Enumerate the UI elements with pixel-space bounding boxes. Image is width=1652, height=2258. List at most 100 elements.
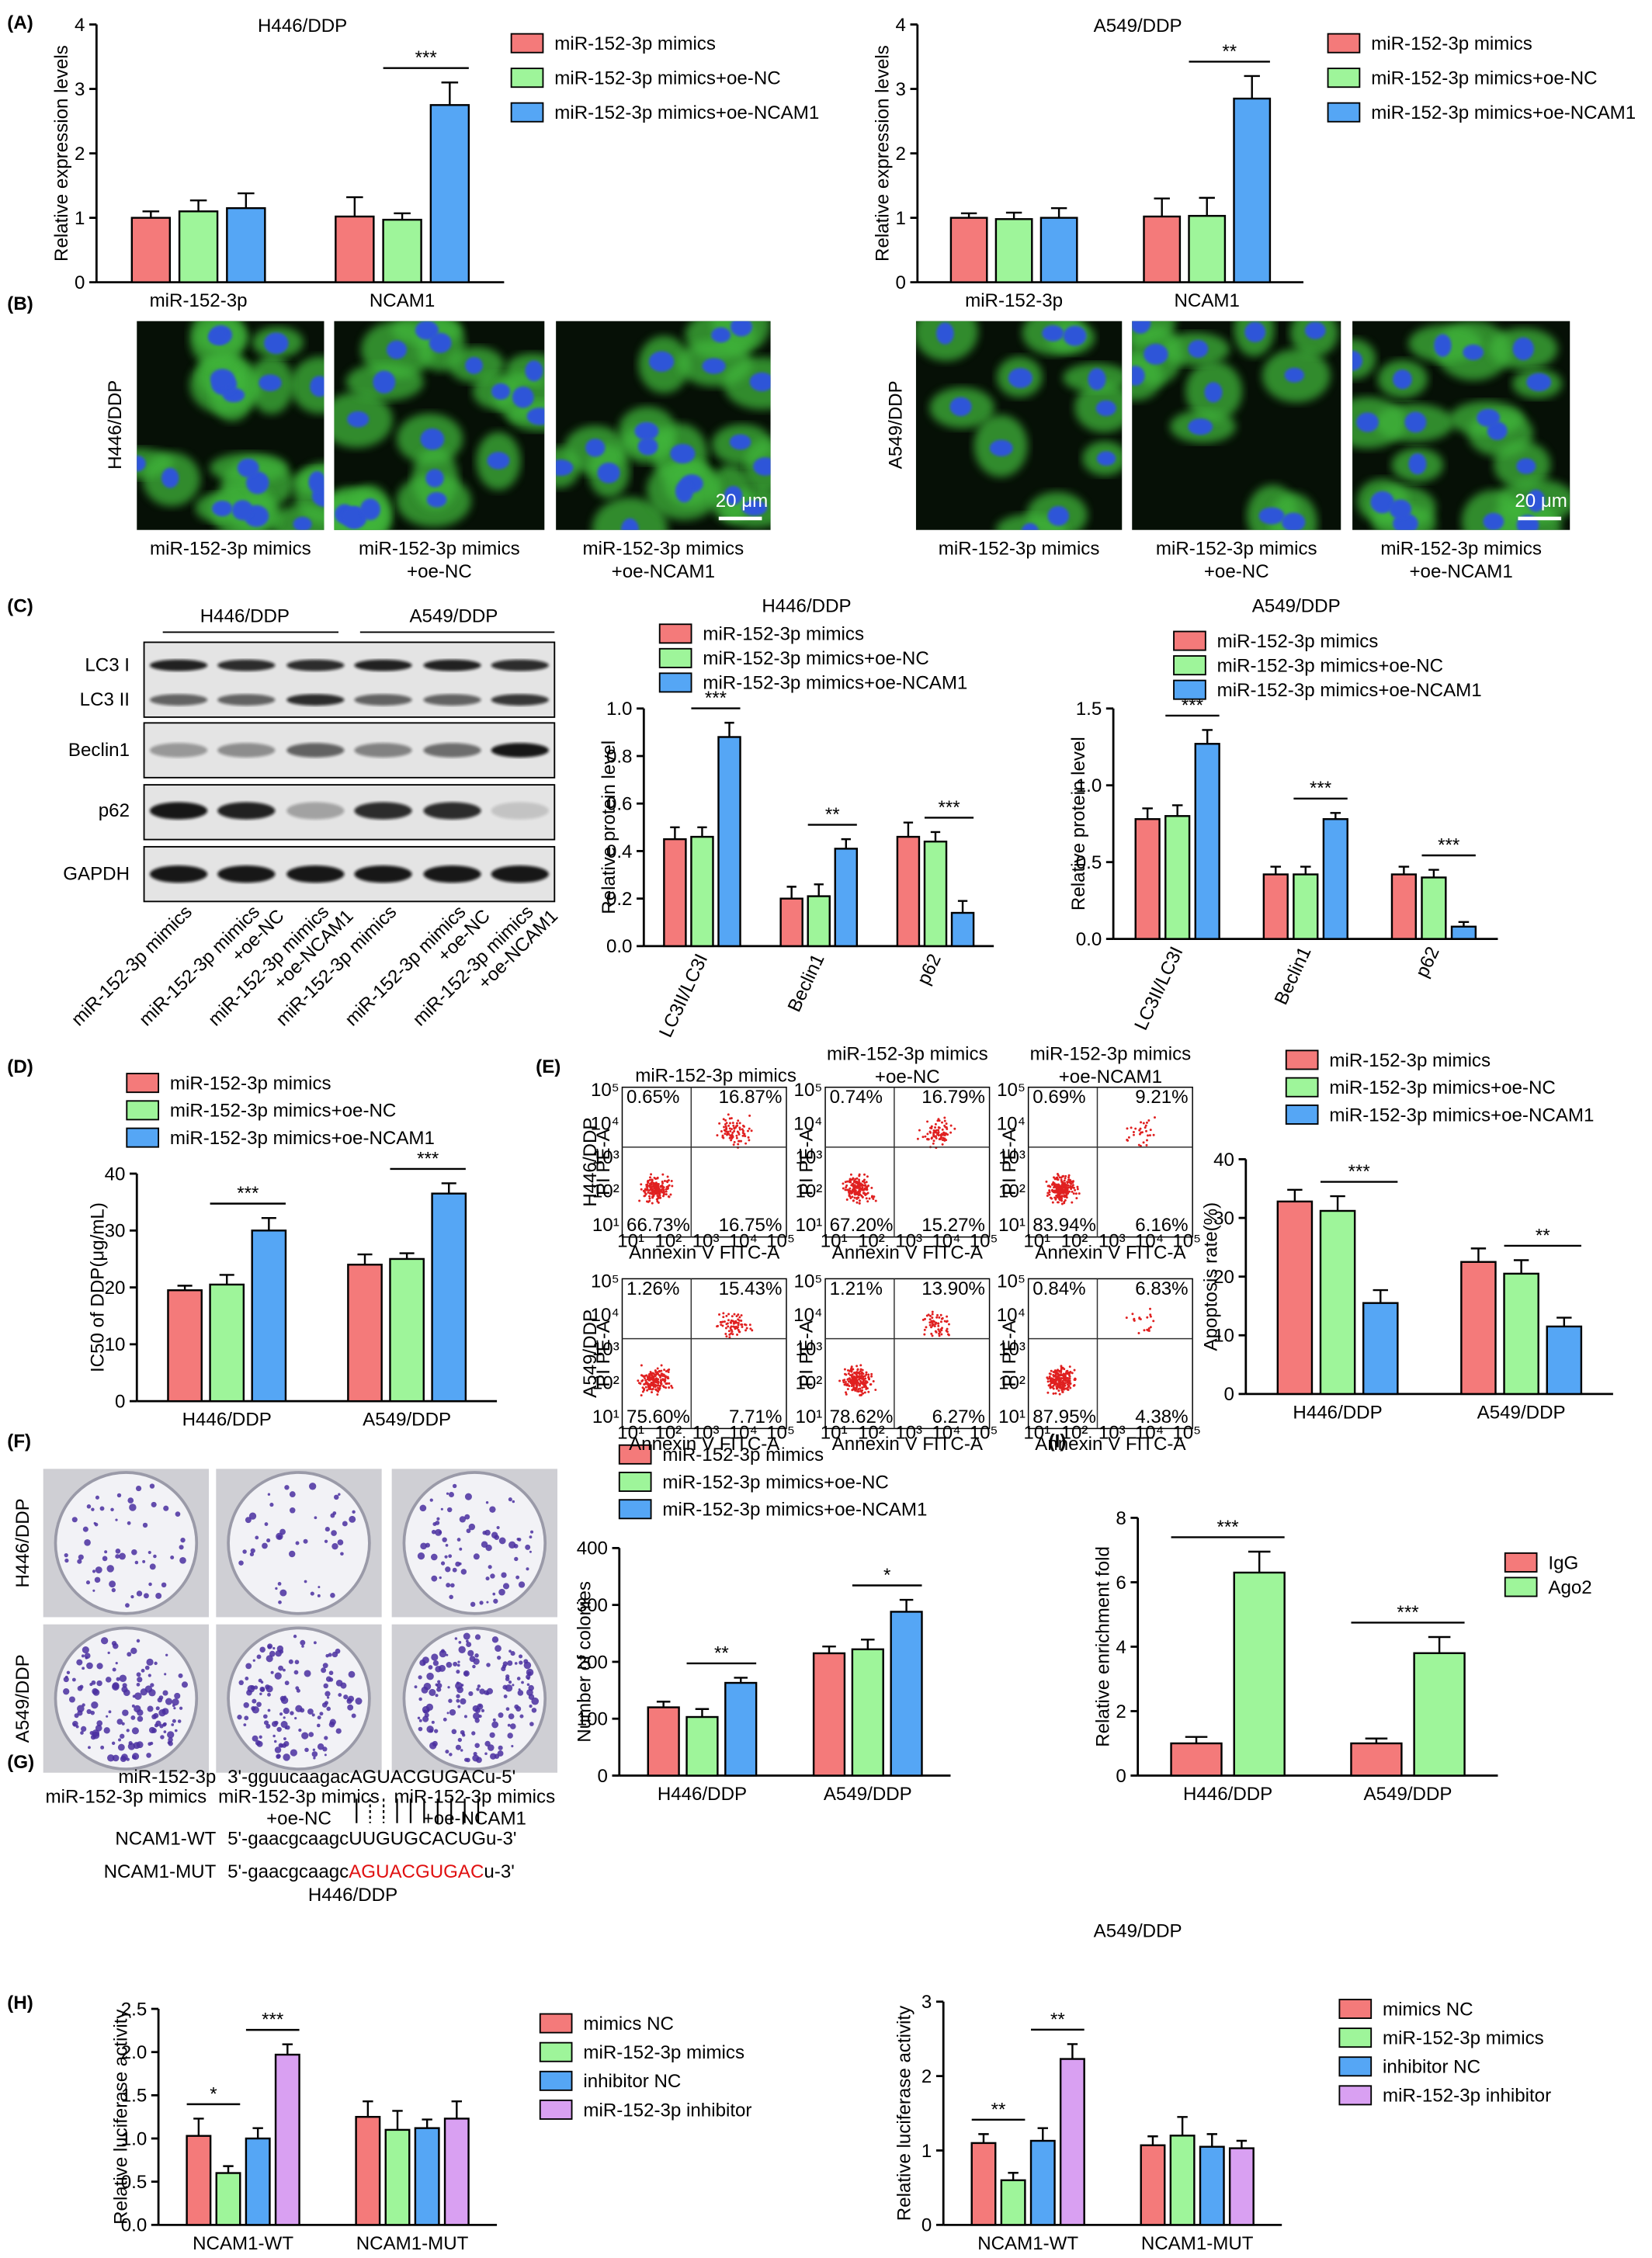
bar bbox=[186, 2135, 212, 2226]
colony bbox=[335, 1728, 342, 1734]
chart-title: H446/DDP bbox=[258, 16, 347, 36]
y-tick-label: 1.5 bbox=[1076, 699, 1102, 720]
event bbox=[862, 1375, 865, 1378]
colony bbox=[278, 1665, 284, 1671]
colony bbox=[418, 1726, 423, 1732]
event bbox=[1071, 1201, 1074, 1204]
event bbox=[748, 1139, 751, 1142]
y-tick-label: 1 bbox=[921, 2141, 932, 2162]
colony bbox=[63, 1688, 70, 1695]
colony bbox=[293, 1634, 297, 1639]
sequence-label: NCAM1-WT bbox=[115, 1829, 216, 1850]
event bbox=[1057, 1195, 1060, 1198]
colony bbox=[446, 1712, 449, 1715]
event bbox=[939, 1328, 942, 1331]
nucleus bbox=[1463, 344, 1484, 360]
plate bbox=[402, 1626, 547, 1771]
event bbox=[644, 1386, 647, 1389]
event bbox=[931, 1310, 934, 1313]
event bbox=[932, 1135, 935, 1138]
event bbox=[850, 1178, 852, 1181]
legend-swatch bbox=[510, 102, 544, 123]
event bbox=[937, 1129, 940, 1132]
event bbox=[1059, 1382, 1062, 1385]
colony bbox=[153, 1712, 159, 1719]
colony bbox=[136, 1672, 141, 1677]
blot-band bbox=[286, 694, 345, 706]
colony bbox=[300, 1639, 306, 1646]
event bbox=[858, 1202, 861, 1205]
colony bbox=[94, 1522, 99, 1527]
colony bbox=[471, 1731, 476, 1736]
event bbox=[1142, 1122, 1145, 1125]
y-tick-label: 0 bbox=[921, 2215, 932, 2236]
colony bbox=[175, 1511, 181, 1517]
event bbox=[1149, 1315, 1152, 1318]
blot-band bbox=[217, 694, 276, 706]
event bbox=[748, 1114, 751, 1117]
colony bbox=[180, 1538, 186, 1543]
colony bbox=[505, 1684, 513, 1692]
event bbox=[659, 1384, 662, 1387]
nucleus bbox=[491, 383, 511, 400]
event bbox=[1149, 1313, 1152, 1316]
event bbox=[846, 1382, 849, 1386]
colony bbox=[437, 1680, 441, 1684]
error-bar bbox=[1458, 921, 1470, 927]
colony bbox=[511, 1745, 514, 1748]
legend-label: inhibitor NC bbox=[1383, 2057, 1480, 2078]
event bbox=[945, 1126, 948, 1129]
event bbox=[736, 1326, 739, 1329]
event bbox=[725, 1335, 728, 1338]
colony bbox=[463, 1757, 469, 1762]
error-bar bbox=[1050, 206, 1067, 218]
colony bbox=[172, 1704, 175, 1708]
event bbox=[941, 1128, 944, 1131]
event bbox=[661, 1188, 665, 1191]
colony bbox=[127, 1521, 131, 1525]
error-bar bbox=[1005, 211, 1022, 220]
colony bbox=[95, 1495, 99, 1500]
bar bbox=[851, 1648, 884, 1777]
error-bar bbox=[734, 1677, 748, 1684]
colony bbox=[155, 1706, 160, 1711]
axis-tick: 10⁵ bbox=[794, 1271, 823, 1292]
colony bbox=[473, 1712, 481, 1720]
y-tick-label: 0.4 bbox=[606, 841, 633, 862]
event bbox=[1047, 1184, 1050, 1188]
colony bbox=[502, 1661, 508, 1667]
event bbox=[736, 1334, 739, 1336]
event bbox=[656, 1182, 659, 1185]
y-tick-label: 3 bbox=[921, 1992, 932, 2013]
event bbox=[936, 1132, 939, 1136]
event bbox=[1068, 1365, 1071, 1368]
colony bbox=[449, 1594, 453, 1600]
legend-swatch bbox=[1338, 1999, 1373, 2020]
colony bbox=[284, 1680, 290, 1686]
bar bbox=[690, 835, 714, 948]
event bbox=[866, 1191, 869, 1195]
legend-label: miR-152-3p mimics bbox=[703, 624, 864, 645]
event bbox=[649, 1186, 652, 1189]
significance-label: *** bbox=[938, 797, 960, 818]
nucleus bbox=[212, 501, 233, 517]
cells bbox=[1352, 321, 1570, 530]
colony bbox=[337, 1539, 344, 1545]
bar bbox=[335, 215, 375, 283]
error-bar bbox=[1037, 2127, 1048, 2142]
blot-band bbox=[491, 694, 549, 706]
event bbox=[643, 1195, 646, 1198]
legend-label: miR-152-3p mimics bbox=[1329, 1050, 1491, 1071]
x-tick-label: H446/DDP bbox=[658, 1784, 747, 1805]
legend-label: miR-152-3p mimics+oe-NC bbox=[662, 1472, 888, 1493]
event bbox=[647, 1377, 651, 1380]
axis-tick: 10¹ bbox=[998, 1406, 1026, 1427]
colony bbox=[251, 1705, 256, 1711]
colony bbox=[417, 1552, 425, 1560]
error-bar bbox=[238, 192, 255, 209]
event bbox=[923, 1333, 926, 1336]
colony bbox=[141, 1668, 145, 1673]
colony bbox=[91, 1701, 99, 1709]
colony bbox=[296, 1688, 300, 1693]
event bbox=[744, 1135, 747, 1138]
